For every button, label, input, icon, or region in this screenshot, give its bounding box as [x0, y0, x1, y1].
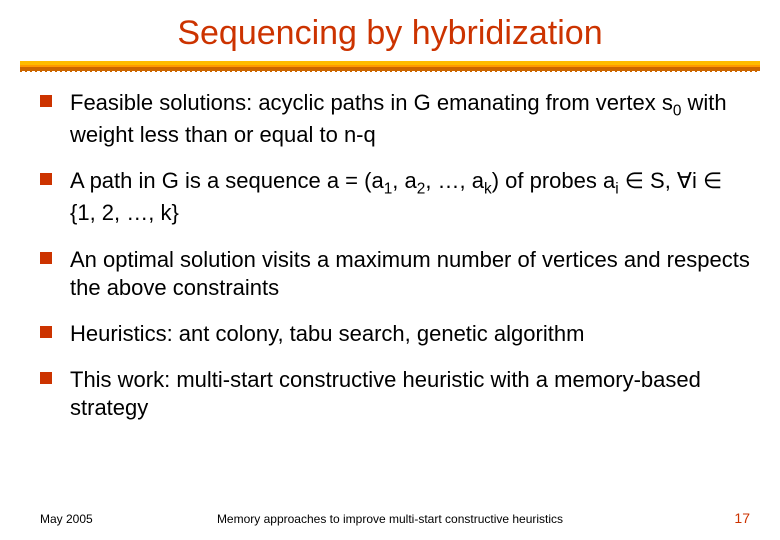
footer-page-number: 17	[734, 510, 750, 526]
footer-center: Memory approaches to improve multi-start…	[0, 512, 780, 526]
list-item: An optimal solution visits a maximum num…	[40, 246, 750, 302]
slide-title: Sequencing by hybridization	[0, 0, 780, 61]
title-underline	[20, 61, 760, 71]
list-item: Feasible solutions: acyclic paths in G e…	[40, 89, 750, 149]
list-item: Heuristics: ant colony, tabu search, gen…	[40, 320, 750, 348]
list-item: This work: multi-start constructive heur…	[40, 366, 750, 422]
bullet-list: Feasible solutions: acyclic paths in G e…	[0, 89, 780, 422]
list-item: A path in G is a sequence a = (a1, a2, ……	[40, 167, 750, 227]
